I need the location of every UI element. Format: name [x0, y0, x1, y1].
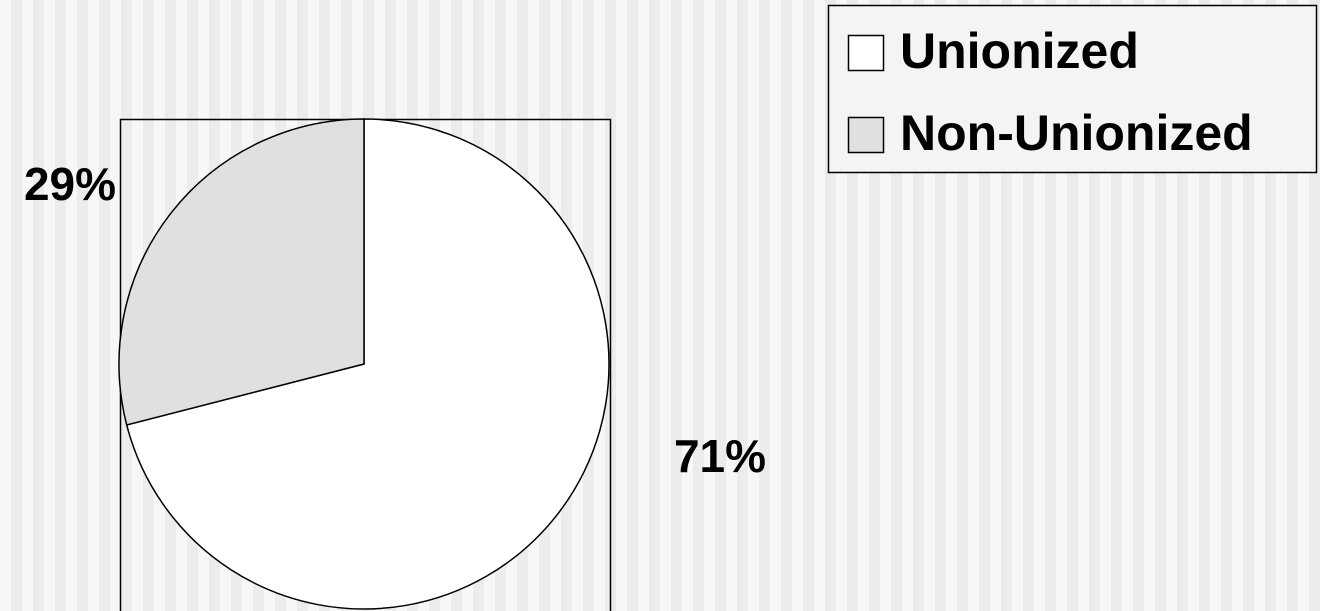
data-label: 29%: [24, 158, 116, 210]
data-label: 71%: [674, 430, 766, 482]
legend-box: [827, 4, 1318, 174]
legend-swatch: [847, 34, 885, 72]
legend-label: Non-Unionized: [900, 105, 1253, 161]
pie: [118, 118, 610, 610]
legend-swatch: [847, 116, 885, 154]
legend-label: Unionized: [900, 23, 1139, 79]
pie-slice: [125, 118, 610, 610]
pie-slice: [118, 118, 365, 426]
legend: Unionized Non-Unionized: [847, 23, 1253, 161]
